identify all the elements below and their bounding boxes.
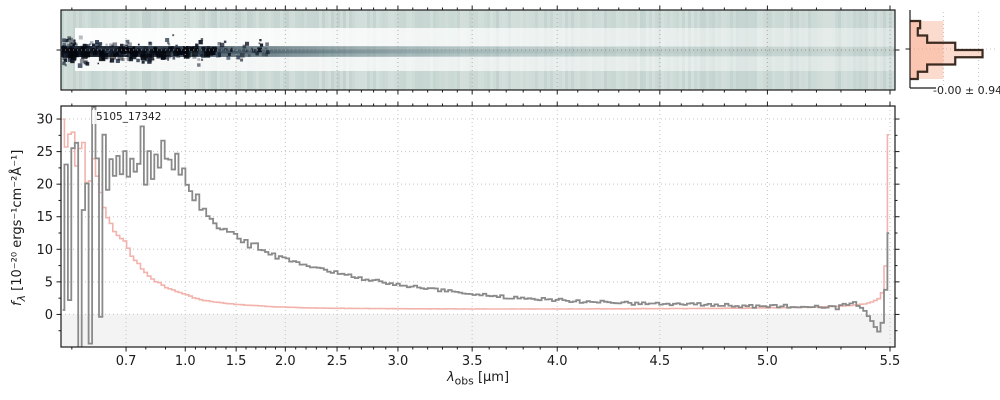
below-zero-shading [61, 314, 895, 347]
y-tick-label: 10 [36, 243, 53, 258]
tick-labels: 0.7 1.0 1.5 2.0 2.5 3.0 3.5 4.0 4.5 5.0 5.5 0 5 10 15 2… [36, 113, 900, 369]
1d-panel-border [60, 105, 896, 348]
1d-axis-ticks [56, 101, 900, 352]
1d-gridlines [61, 106, 895, 347]
2d-gridlines [61, 10, 895, 90]
x-tick-label: 0.7 [116, 354, 137, 369]
x-tick-label: 2.5 [327, 354, 348, 369]
2d-spectrum-panel [56, 5, 900, 95]
y-tick-label: 25 [36, 145, 53, 160]
x-axis-label: λobs [μm] [446, 370, 510, 388]
y-axis-label: fλ [10⁻²⁰ ergs⁻¹cm⁻²Å⁻¹] [10, 149, 28, 306]
x-tick-label: 2.0 [275, 354, 296, 369]
y-tick-label: 0 [45, 308, 53, 323]
y-tick-label: 20 [36, 178, 53, 193]
y-tick-label: 30 [36, 113, 53, 128]
flux-curve [62, 106, 890, 347]
x-tick-label: 5.0 [757, 354, 778, 369]
1d-curves [62, 106, 890, 347]
y-tick-label: 15 [36, 210, 53, 225]
profile-stat-label: -0.00 ± 0.94 [933, 84, 1000, 97]
2d-axis-ticks [56, 5, 900, 95]
profile-histogram-panel [905, 10, 996, 89]
x-tick-label: 1.0 [175, 354, 196, 369]
x-tick-label: 3.0 [388, 354, 409, 369]
hist-steps [910, 19, 984, 81]
x-tick-label: 5.5 [880, 354, 901, 369]
1d-spectrum-panel: 0.7 1.0 1.5 2.0 2.5 3.0 3.5 4.0 4.5 5.0 5.5 0 5 10 15 2… [36, 101, 900, 369]
x-tick-label: 4.5 [649, 354, 670, 369]
y-tick-label: 5 [45, 275, 53, 290]
error-curve [62, 118, 890, 310]
x-tick-label: 3.5 [462, 354, 483, 369]
x-tick-label: 4.0 [547, 354, 568, 369]
source-id-label: 5105_17342 [92, 110, 166, 124]
x-tick-label: 1.5 [226, 354, 247, 369]
